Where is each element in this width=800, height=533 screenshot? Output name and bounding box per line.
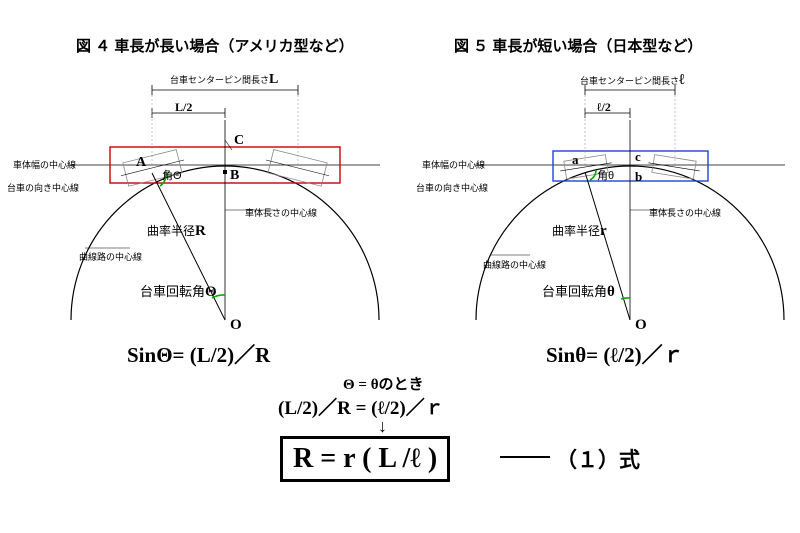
fig4-body-center: 車体幅の中心線 (13, 158, 76, 171)
eq-label-line (500, 455, 560, 459)
fig4-pA: A (136, 155, 146, 171)
fig4-O: O (230, 317, 242, 334)
fig5-O: O (635, 317, 647, 334)
fig5-half-label: ℓ/2 (597, 100, 611, 115)
fig5-pb: b (635, 169, 642, 185)
fig5-radius: 曲率半径r (552, 222, 607, 240)
fig5-curve-center: 曲線路の中心線 (483, 258, 546, 271)
fig5-pin-label: 台車センターピン間長さℓ (580, 72, 685, 89)
fig4-sin: SinΘ= (L/2)／R (127, 339, 270, 369)
arrow-down: ↓ (378, 416, 387, 437)
fig4-bogie-dir: 台車の向き中心線 (7, 181, 79, 194)
fig5-body-len: 車体長さの中心線 (649, 206, 721, 219)
fig5-sin: Sinθ= (ℓ/2)／ｒ (546, 339, 684, 369)
fig4-body-len: 車体長さの中心線 (245, 206, 317, 219)
eq-label: （１）式 (556, 444, 640, 474)
fig5-ang: 角θ (597, 167, 614, 183)
fig5-body-center: 車体幅の中心線 (422, 158, 485, 171)
fig4-pin-label: 台車センターピン間長さL (170, 72, 278, 88)
fig4-ang: 角Θ (162, 167, 182, 183)
fig4-rot-angle: 台車回転角Θ (140, 281, 217, 301)
result-box: R = r ( L /ℓ ) (280, 436, 450, 482)
fig4-pB: B (230, 168, 239, 184)
fig4-half-label: L/2 (175, 100, 192, 115)
fig4-radius: 曲率半径R (147, 222, 206, 240)
fig4-curve-center: 曲線路の中心線 (79, 250, 142, 263)
condition: Θ = θのとき (343, 373, 424, 394)
fig5-rot-angle: 台車回転角θ (542, 281, 615, 301)
fig4-pC: C (234, 133, 244, 149)
fig5-pa: a (572, 152, 579, 168)
eq1: (L/2)／R = (ℓ/2)／ｒ (278, 393, 444, 420)
fig5-bogie-dir: 台車の向き中心線 (416, 181, 488, 194)
fig5-pc: c (635, 149, 641, 165)
